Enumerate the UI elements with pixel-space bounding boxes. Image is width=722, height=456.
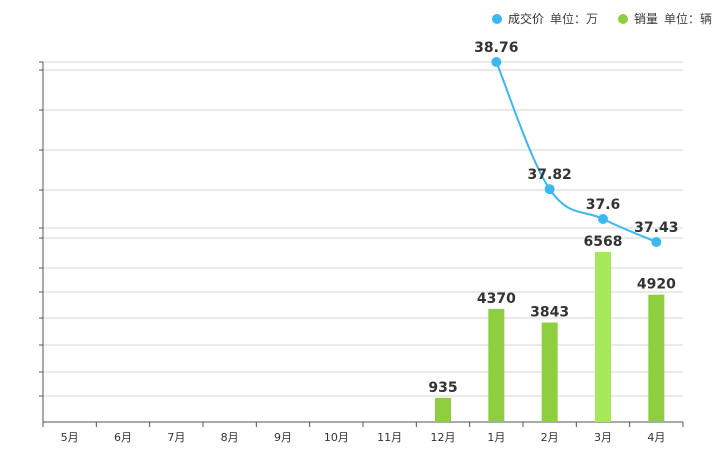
bar-value-label: 935 [428,380,457,396]
price-point [491,57,502,67]
x-tick-label: 3月 [594,431,612,444]
bar-value-label: 4370 [477,291,516,307]
x-tick-label: 1月 [487,431,505,444]
x-tick-label: 8月 [221,431,239,444]
x-tick-label: 10月 [324,431,349,444]
legend-item-price[interactable]: 成交价 单位：万 [491,10,598,27]
x-tick-label: 7月 [167,431,185,444]
price-point [651,237,662,247]
x-tick-label: 4月 [647,431,665,444]
legend-sales-icon [617,13,628,24]
legend-item-sales[interactable]: 销量 单位：辆 [617,10,712,27]
price-point [544,184,555,195]
legend-sales-label: 销量 [633,12,658,26]
bar-sales [648,294,665,422]
x-tick-label: 6月 [114,431,132,444]
bar-sales [595,252,611,422]
bar-value-label: 6568 [584,234,623,250]
price-line [495,61,657,243]
bar-sales [435,397,451,422]
chart-legend: 成交价 单位：万 销量 单位：辆 [491,10,712,27]
legend-price-unit: 单位：万 [549,12,598,26]
bar-value-label: 3843 [530,305,569,321]
price-point [598,213,608,224]
legend-sales-unit: 单位：辆 [663,12,712,26]
bar-value-label: 4920 [637,277,676,293]
price-value-label: 38.76 [474,40,518,56]
x-tick-label: 5月 [61,431,79,444]
x-tick-label: 2月 [541,431,559,444]
price-value-label: 37.43 [634,220,678,236]
legend-price-icon [491,13,502,24]
bar-sales [488,308,505,422]
price-value-label: 37.6 [586,197,621,213]
x-tick-label: 11月 [377,431,402,444]
bar-sales [541,322,558,422]
x-tick-label: 12月 [431,431,456,444]
legend-price-label: 成交价 [507,12,544,26]
x-tick-label: 9月 [274,431,292,444]
price-value-label: 37.82 [528,167,572,183]
